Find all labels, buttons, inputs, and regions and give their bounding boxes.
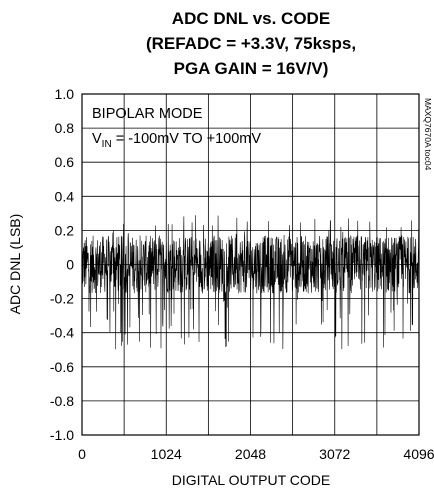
y-tick-label: -0.6 xyxy=(50,359,74,375)
chart-title-line-1: ADC DNL vs. CODE xyxy=(172,9,330,28)
x-tick-labels: 0 1024 2048 3072 4096 xyxy=(78,446,434,462)
vin-annotation-range: = -100mV TO +100mV xyxy=(112,131,262,147)
y-tick-label: 0.6 xyxy=(55,154,75,170)
y-tick-label: -0.8 xyxy=(50,393,74,409)
dnl-series-trace xyxy=(81,215,420,350)
y-tick-label: -0.2 xyxy=(50,291,74,307)
plot-frame xyxy=(81,93,420,436)
x-tick-label: 4096 xyxy=(403,446,434,462)
mode-annotation: BIPOLAR MODE xyxy=(92,106,203,122)
x-tick-label: 3072 xyxy=(319,446,350,462)
y-tick-label: -1.0 xyxy=(50,427,74,443)
y-tick-label: 0.8 xyxy=(55,120,75,136)
x-tick-label: 0 xyxy=(78,446,86,462)
vin-annotation-prefix: V xyxy=(92,131,102,147)
y-tick-label: 0.4 xyxy=(55,188,75,204)
y-tick-label: 1.0 xyxy=(55,86,75,102)
chart-title-line-2: (REFADC = +3.3V, 75ksps, xyxy=(146,34,356,53)
vin-annotation: VIN = -100mV TO +100mV xyxy=(92,131,261,150)
y-tick-labels: 1.0 0.8 0.6 0.4 0.2 0 -0.2 -0.4 -0.6 -0.8 -1.0 xyxy=(50,86,74,443)
x-tick-label: 1024 xyxy=(151,446,182,462)
chart-title-line-3: PGA GAIN = 16V/V) xyxy=(174,59,329,78)
y-tick-label: 0 xyxy=(66,257,74,273)
x-tick-label: 2048 xyxy=(235,446,266,462)
y-tick-label: -0.4 xyxy=(50,325,74,341)
figure-id-label: MAXQ7670A toc04 xyxy=(423,98,433,171)
y-axis-label: ADC DNL (LSB) xyxy=(7,214,23,315)
vin-annotation-subscript: IN xyxy=(102,139,112,150)
y-tick-label: 0.2 xyxy=(55,222,75,238)
x-axis-label: DIGITAL OUTPUT CODE xyxy=(172,472,330,488)
